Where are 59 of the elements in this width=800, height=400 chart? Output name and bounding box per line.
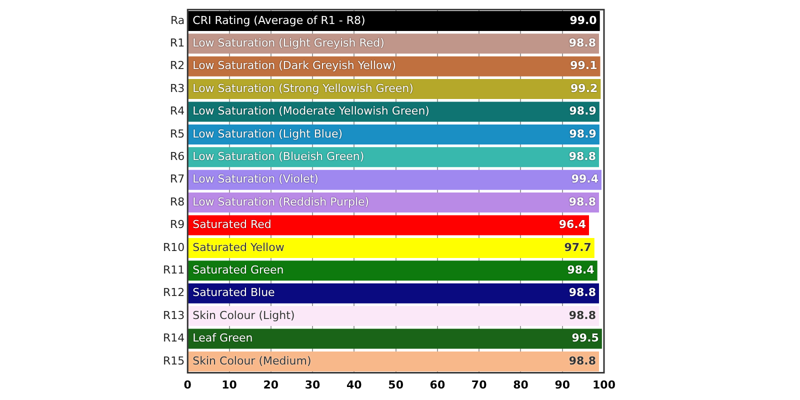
y-tick-label: R9 (170, 218, 185, 232)
y-tick-label: R10 (163, 240, 185, 254)
annotation: Leaf Green (192, 332, 253, 345)
data-label: 99.0 (570, 14, 598, 27)
annotation: Low Saturation (Blueish Green) (192, 150, 364, 164)
y-tick-label: R2 (170, 59, 185, 72)
y-tick-label: R15 (163, 354, 185, 368)
x-tick-label: 20 (263, 378, 279, 392)
x-tick-label: 30 (304, 378, 321, 392)
data-label: 98.8 (568, 354, 596, 368)
y-tick-label: R8 (170, 195, 185, 208)
annotation: Saturated Blue (192, 286, 276, 300)
annotation: Saturated Green (192, 264, 284, 277)
data-label: 96.4 (558, 218, 586, 232)
annotation: Skin Colour (Medium) (192, 354, 312, 368)
annotation: Low Saturation (Moderate Yellowish Green) (192, 104, 430, 118)
y-tick-label: R6 (170, 150, 185, 164)
data-label: 99.1 (570, 59, 598, 72)
x-tick-label: 100 (592, 378, 616, 392)
data-label: 99.4 (571, 172, 599, 186)
x-tick-label: 70 (471, 378, 488, 392)
y-tick-label: R7 (170, 172, 185, 186)
y-tick-label: R14 (163, 332, 185, 345)
data-label: 99.5 (572, 332, 599, 345)
data-label: 98.9 (569, 104, 596, 118)
annotation: Low Saturation (Light Greyish Red) (192, 36, 384, 50)
annotation: Saturated Red (192, 218, 272, 232)
annotation: Low Saturation (Violet) (192, 172, 318, 186)
annotation: Low Saturation (Reddish Purple) (192, 195, 370, 208)
y-tick-label: R13 (163, 308, 185, 322)
data-label: 98.9 (569, 127, 596, 140)
x-tick-label: 10 (222, 378, 238, 392)
data-label: 98.8 (568, 150, 596, 164)
data-label: 98.8 (568, 286, 596, 300)
y-tick-label: R4 (170, 104, 185, 118)
data-label: 98.8 (568, 36, 596, 50)
x-tick-label: 60 (430, 378, 446, 392)
x-tick-label: 50 (388, 378, 404, 392)
annotation: Saturated Yellow (192, 240, 284, 254)
data-label: 99.2 (570, 82, 598, 95)
annotation: Low Saturation (Light Blue) (192, 127, 343, 140)
y-tick-label: Ra (170, 14, 185, 27)
y-tick-label: R5 (170, 127, 185, 140)
annotation: Low Saturation (Strong Yellowish Green) (192, 82, 414, 95)
x-tick-label: 90 (554, 378, 570, 392)
x-tick-label: 0 (184, 378, 192, 392)
y-tick-label: R3 (170, 82, 185, 95)
annotation: Skin Colour (Light) (192, 308, 295, 322)
y-tick-label: R11 (163, 264, 185, 277)
x-tick-label: 40 (346, 378, 362, 392)
y-tick-label: R1 (170, 36, 185, 50)
x-tick-label: 80 (513, 378, 529, 392)
data-label: 97.7 (564, 240, 592, 254)
y-tick-label: R12 (163, 286, 185, 300)
data-label: 98.8 (568, 195, 596, 208)
annotation: CRI Rating (Average of R1 - R8) (192, 14, 366, 27)
annotation: Low Saturation (Dark Greyish Yellow) (192, 59, 396, 72)
data-label: 98.8 (568, 308, 596, 322)
data-label: 98.4 (567, 264, 595, 277)
